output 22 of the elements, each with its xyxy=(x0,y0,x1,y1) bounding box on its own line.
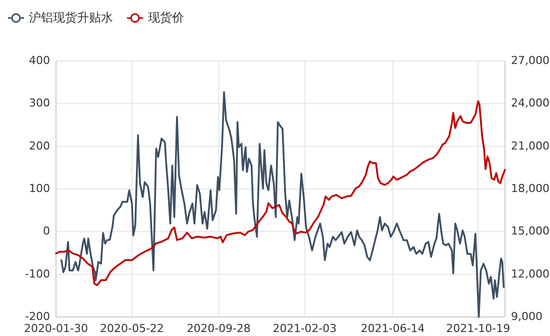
ytick: 0 xyxy=(43,224,50,238)
xtick: 2021-10-19 xyxy=(446,322,510,336)
y2tick: 15,000 xyxy=(511,224,550,238)
y2tick: 24,000 xyxy=(511,96,550,110)
y2tick: 21,000 xyxy=(511,139,550,152)
xtick: 2021-06-14 xyxy=(360,322,425,336)
ytick: -200 xyxy=(25,310,50,324)
xtick: 2020-05-22 xyxy=(100,322,164,336)
legend-label: 现货价 xyxy=(148,10,184,24)
ytick: 100 xyxy=(29,182,50,196)
ytick: 200 xyxy=(29,139,50,152)
xtick: 2020-01-30 xyxy=(24,322,88,336)
y2tick: 12,000 xyxy=(511,267,550,280)
y2tick: 9,000 xyxy=(511,310,542,324)
xtick: 2020-09-28 xyxy=(186,322,251,336)
legend-label: 沪铝现货升贴水 xyxy=(29,10,113,24)
ytick: 300 xyxy=(29,96,50,110)
y2tick: 27,000 xyxy=(511,54,550,68)
y2tick: 18,000 xyxy=(511,182,550,196)
xtick: 2021-02-03 xyxy=(272,322,337,336)
ytick: 400 xyxy=(29,54,50,68)
ytick: -100 xyxy=(25,267,50,280)
